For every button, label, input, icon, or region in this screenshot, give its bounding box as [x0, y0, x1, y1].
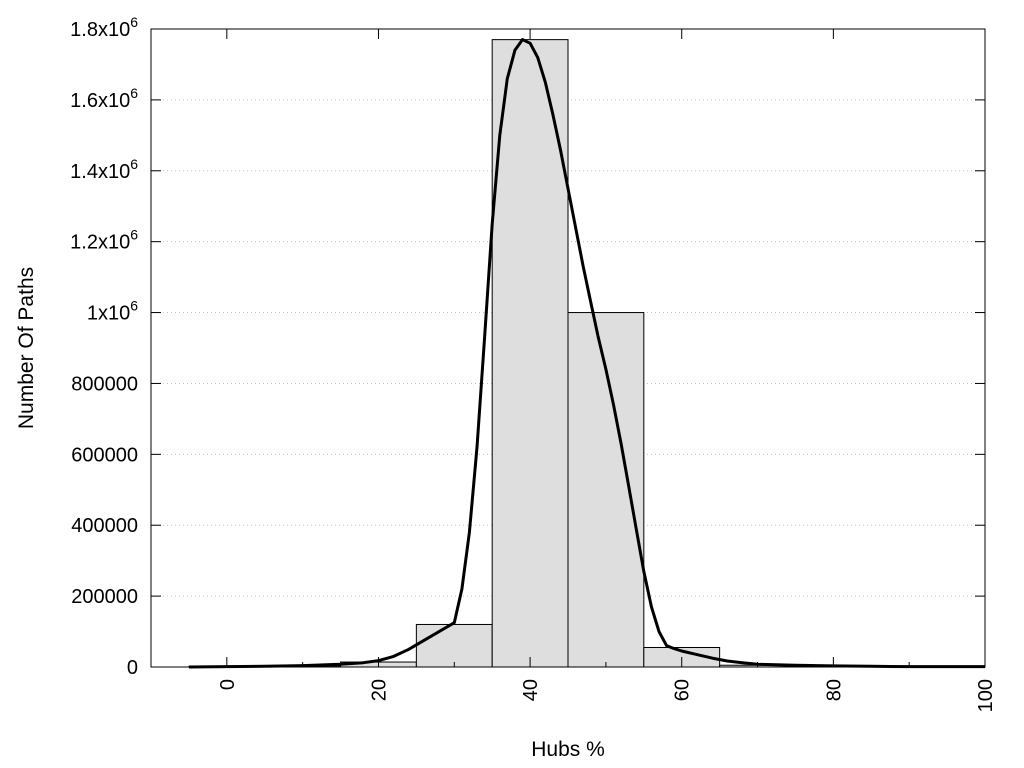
- x-tick-label: 40: [520, 679, 542, 701]
- y-tick-label: 600000: [71, 444, 138, 466]
- x-tick-label: 20: [368, 679, 390, 701]
- y-tick-label: 200000: [71, 586, 138, 608]
- x-tick-label: 100: [975, 679, 997, 712]
- x-tick-label: 60: [672, 679, 694, 701]
- fit-curve-layer: [188, 38, 985, 669]
- y-tick-label: 800000: [71, 373, 138, 395]
- y-tick-label: 1x106: [87, 298, 138, 325]
- y-tick-label: 1.8x106: [70, 14, 138, 41]
- bars-layer: [188, 39, 948, 668]
- y-axis-title: Number Of Paths: [15, 267, 38, 429]
- y-tick-label: 400000: [71, 515, 138, 537]
- x-axis-title: Hubs %: [531, 738, 605, 761]
- y-axis-ticks: 0 200000 400000 600000 800000 1x106 1.2x106 1.4…: [70, 14, 985, 679]
- plot-frame: [150, 28, 986, 668]
- x-tick-label: 80: [823, 679, 845, 701]
- y-tick-label: 1.2x106: [70, 227, 138, 254]
- y-tick-label: 1.6x106: [70, 85, 138, 112]
- x-tick-label: 0: [217, 679, 239, 690]
- x-axis-ticks: 0 20 40 60 80 100: [217, 29, 997, 712]
- histogram-bar: [415, 623, 493, 668]
- y-tick-label: 1.4x106: [70, 156, 138, 183]
- y-tick-label: 0: [127, 657, 138, 679]
- fit-curve-line: [188, 38, 985, 669]
